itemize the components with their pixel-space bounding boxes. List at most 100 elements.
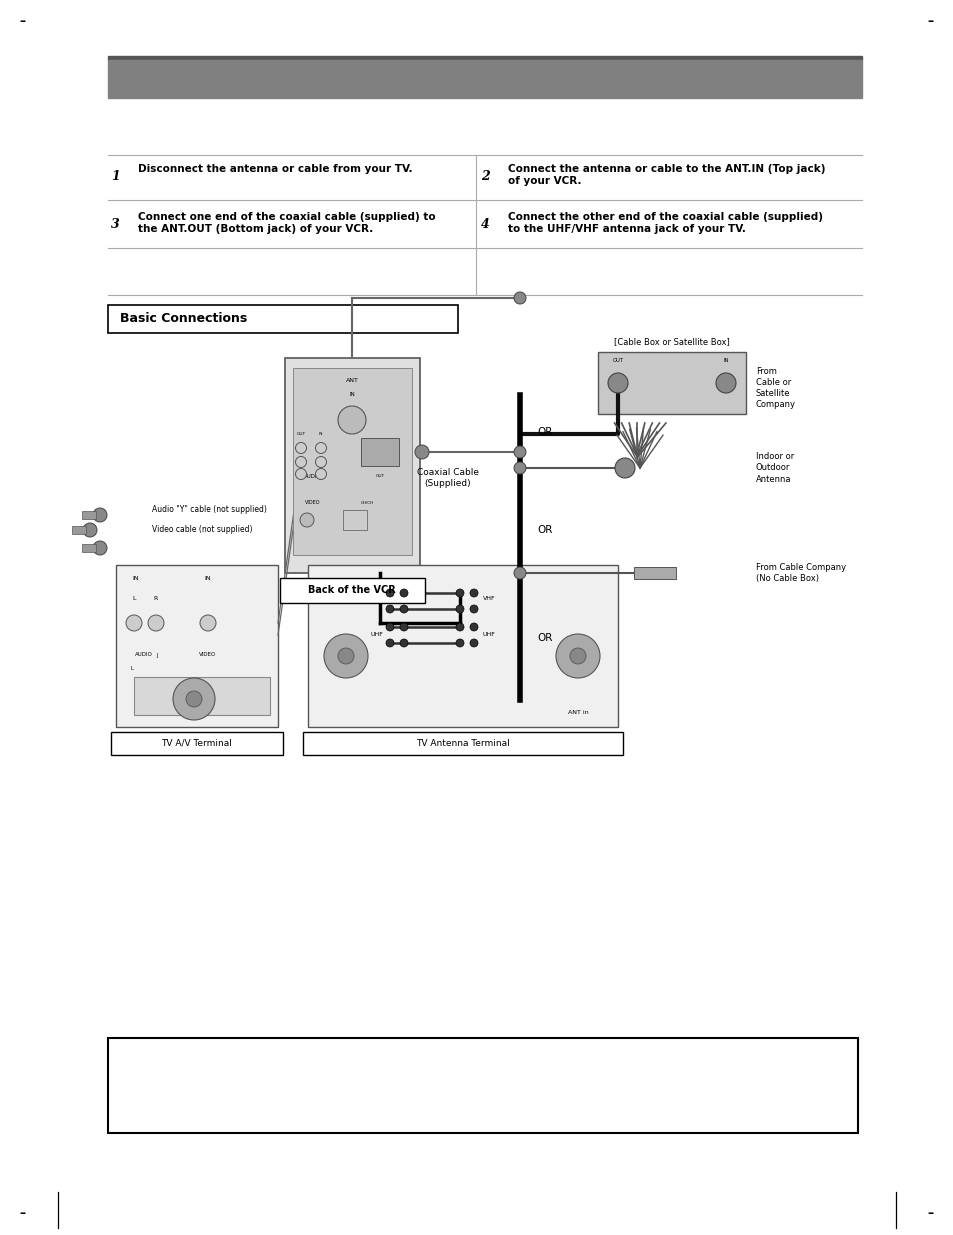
Text: VIDEO: VIDEO (199, 652, 216, 657)
Circle shape (470, 622, 477, 631)
Text: Video cable (not supplied): Video cable (not supplied) (152, 526, 253, 535)
Circle shape (386, 622, 394, 631)
Bar (303, 732, 622, 755)
Bar (598, 352, 745, 414)
Text: Coaxial Cable
(Supplied): Coaxial Cable (Supplied) (416, 468, 478, 488)
Text: IN: IN (205, 577, 212, 582)
Circle shape (569, 648, 585, 664)
Bar (634, 567, 676, 579)
Text: L: L (131, 667, 133, 672)
Circle shape (315, 468, 326, 479)
Circle shape (299, 513, 314, 527)
Text: OR: OR (537, 427, 552, 437)
Circle shape (415, 445, 429, 459)
Circle shape (315, 442, 326, 453)
Circle shape (456, 589, 463, 597)
Text: CH/CH: CH/CH (360, 501, 374, 505)
Bar (360, 438, 398, 466)
Bar (82, 511, 96, 519)
Circle shape (399, 605, 408, 613)
Bar (343, 510, 367, 530)
Text: Connect one end of the coaxial cable (supplied) to
the ANT.OUT (Bottom jack) of : Connect one end of the coaxial cable (su… (138, 212, 436, 233)
Text: 4: 4 (480, 219, 490, 231)
Text: VIDEO: VIDEO (305, 500, 320, 505)
Bar (293, 368, 412, 555)
Circle shape (337, 648, 354, 664)
Text: 1: 1 (112, 170, 120, 183)
Circle shape (186, 692, 202, 706)
Circle shape (148, 615, 164, 631)
Bar (71, 526, 86, 534)
Circle shape (295, 457, 306, 468)
Circle shape (514, 462, 525, 474)
Circle shape (386, 589, 394, 597)
Bar (108, 61, 862, 98)
Bar (116, 564, 277, 727)
Bar (108, 305, 457, 333)
Text: Indoor or
Outdoor
Antenna: Indoor or Outdoor Antenna (755, 452, 794, 484)
Bar (111, 732, 283, 755)
Circle shape (324, 634, 368, 678)
Circle shape (172, 678, 214, 720)
Circle shape (456, 638, 463, 647)
Text: VHF: VHF (482, 597, 496, 601)
Circle shape (399, 638, 408, 647)
Text: 3: 3 (112, 219, 120, 231)
Bar (133, 677, 270, 715)
Circle shape (470, 638, 477, 647)
Circle shape (456, 622, 463, 631)
Text: From
Cable or
Satellite
Company: From Cable or Satellite Company (755, 367, 795, 409)
Circle shape (92, 541, 107, 555)
Circle shape (470, 605, 477, 613)
Text: OR: OR (537, 525, 552, 535)
Text: IN: IN (318, 432, 323, 436)
Text: Audio "Y" cable (not supplied): Audio "Y" cable (not supplied) (152, 505, 267, 515)
Bar (308, 564, 618, 727)
Text: Back of the VCR: Back of the VCR (308, 585, 395, 595)
Text: Connect the other end of the coaxial cable (supplied)
to the UHF/VHF antenna jac: Connect the other end of the coaxial cab… (507, 212, 822, 233)
Text: [Cable Box or Satellite Box]: [Cable Box or Satellite Box] (614, 337, 729, 347)
Text: Connect the antenna or cable to the ANT.IN (Top jack)
of your VCR.: Connect the antenna or cable to the ANT.… (507, 164, 824, 185)
Circle shape (399, 622, 408, 631)
Circle shape (92, 508, 107, 522)
Circle shape (716, 373, 735, 393)
Text: –: – (926, 1207, 932, 1219)
Circle shape (126, 615, 142, 631)
Circle shape (514, 567, 525, 579)
Text: –: – (926, 16, 932, 28)
Text: IN: IN (722, 357, 728, 363)
Circle shape (556, 634, 599, 678)
Circle shape (607, 373, 627, 393)
Text: IN: IN (349, 391, 355, 396)
Bar (285, 358, 419, 573)
Text: IN: IN (132, 577, 139, 582)
Circle shape (295, 442, 306, 453)
Text: TV A/V Terminal: TV A/V Terminal (161, 739, 233, 747)
Circle shape (200, 615, 215, 631)
Text: R: R (153, 597, 158, 601)
Circle shape (386, 605, 394, 613)
Circle shape (295, 468, 306, 479)
Text: UHF: UHF (482, 632, 496, 637)
Text: OUT: OUT (296, 432, 305, 436)
Text: Disconnect the antenna or cable from your TV.: Disconnect the antenna or cable from you… (138, 164, 413, 174)
Text: UHF: UHF (370, 632, 382, 637)
Circle shape (83, 522, 97, 537)
Text: TV Antenna Terminal: TV Antenna Terminal (416, 739, 509, 747)
Text: J: J (156, 652, 157, 657)
Text: 2: 2 (480, 170, 490, 183)
Circle shape (386, 638, 394, 647)
Text: OUT: OUT (375, 474, 384, 478)
Circle shape (615, 458, 635, 478)
Circle shape (470, 589, 477, 597)
Text: AUDIO: AUDIO (304, 473, 321, 478)
Circle shape (399, 589, 408, 597)
Text: AUDIO: AUDIO (135, 652, 152, 657)
Text: Basic Connections: Basic Connections (120, 312, 247, 326)
Text: –: – (19, 16, 25, 28)
Text: ANT: ANT (345, 378, 358, 383)
Circle shape (456, 605, 463, 613)
Circle shape (514, 446, 525, 458)
Circle shape (514, 291, 525, 304)
Text: From Cable Company
(No Cable Box): From Cable Company (No Cable Box) (755, 563, 845, 583)
